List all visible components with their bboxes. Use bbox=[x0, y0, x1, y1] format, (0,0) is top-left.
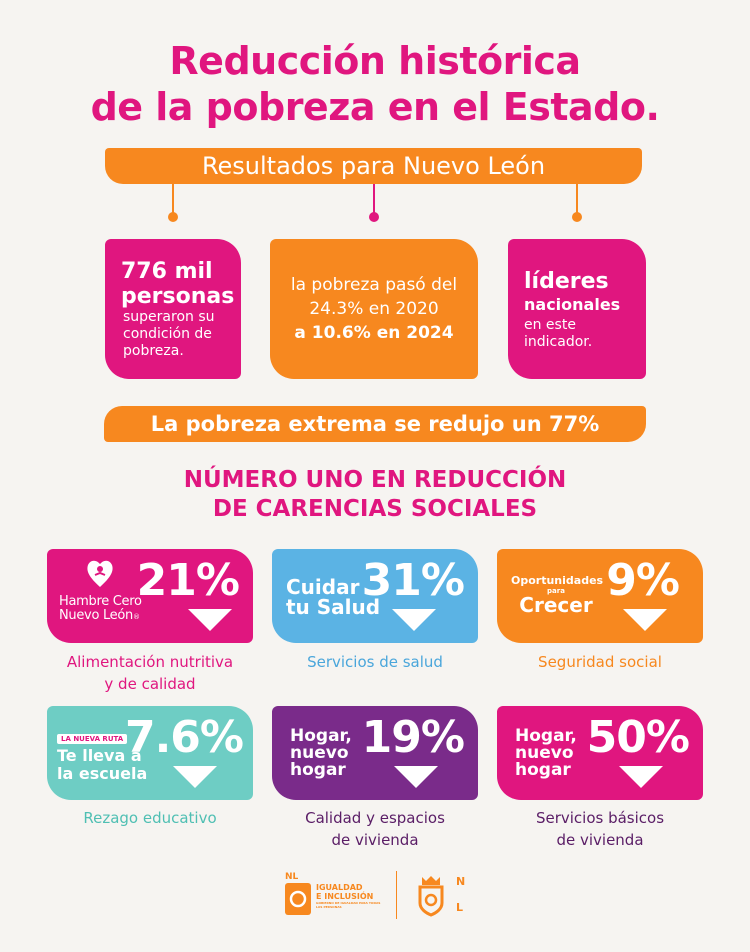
down-arrow-icon bbox=[394, 766, 438, 788]
indicator-value-housing-services: 50% bbox=[586, 712, 690, 763]
card2-line1: la pobreza pasó del bbox=[290, 275, 458, 295]
down-arrow-icon bbox=[392, 609, 436, 631]
logo1-mark: NL bbox=[285, 872, 299, 882]
label-housing-services-line1: Servicios básicos bbox=[535, 809, 665, 827]
indicator-label-social-security: Seguridad social bbox=[480, 651, 720, 673]
connector-right bbox=[576, 184, 578, 216]
stat-card-people: 776 mil personas superaron su condición … bbox=[105, 239, 241, 379]
indicator-label-health: Servicios de salud bbox=[255, 651, 495, 673]
program-hogar1-line2: nuevo bbox=[290, 743, 349, 763]
logo1-line1: IGUALDAD bbox=[316, 883, 363, 892]
nl-emblem-icon bbox=[418, 876, 444, 917]
section-subtitle: NÚMERO UNO EN REDUCCIÓN DE CARENCIAS SOC… bbox=[0, 466, 750, 524]
extreme-poverty-banner: La pobreza extrema se redujo un 77% bbox=[104, 406, 646, 442]
down-arrow-icon bbox=[623, 609, 667, 631]
nl-shield-icon bbox=[285, 883, 311, 915]
indicator-value-health: 31% bbox=[361, 555, 465, 606]
program-ruta-line3: la escuela bbox=[57, 764, 148, 783]
stat-card-poverty: la pobreza pasó del 24.3% en 2020 a 10.6… bbox=[270, 239, 478, 379]
indicator-card-food: Hambre Cero Nuevo León® 21% bbox=[47, 549, 253, 643]
label-food-line2: y de calidad bbox=[104, 675, 196, 693]
card3-line1: líderes bbox=[524, 269, 609, 294]
card3-line3: en este bbox=[524, 317, 576, 333]
logo1-line3: GOBIERNO DE IGUALDAD PARA TODAS LAS PERS… bbox=[316, 901, 381, 909]
connector-center bbox=[373, 184, 375, 216]
footer-divider bbox=[396, 871, 397, 919]
indicator-card-health: Cuidar tu Salud 31% bbox=[272, 549, 478, 643]
program-salud-line1: Cuidar bbox=[286, 575, 360, 599]
down-arrow-icon bbox=[173, 766, 217, 788]
subtitle-line-2: DE CARENCIAS SOCIALES bbox=[212, 496, 538, 522]
program-salud-line2: tu Salud bbox=[286, 595, 381, 619]
program-hogar1-line3: hogar bbox=[290, 760, 346, 780]
card1-line1: 776 mil bbox=[121, 259, 213, 284]
program-oportunidades-line2: para bbox=[547, 587, 565, 595]
card2-line2: 24.3% en 2020 bbox=[309, 299, 439, 319]
card3-line2: nacionales bbox=[524, 295, 621, 314]
card1-line4: condición de bbox=[123, 326, 212, 342]
indicator-card-housing-services: Hogar, nuevo hogar 50% bbox=[497, 706, 703, 800]
card1-line5: pobreza. bbox=[123, 343, 184, 359]
indicator-value-housing-quality: 19% bbox=[361, 712, 465, 763]
results-banner: Resultados para Nuevo León bbox=[105, 148, 642, 184]
program-hambre-mark: ® bbox=[132, 613, 140, 621]
program-hambre-line1: Hambre Cero bbox=[59, 594, 142, 609]
indicator-label-education: Rezago educativo bbox=[30, 807, 270, 829]
label-housing-quality-line1: Calidad y espacios bbox=[305, 809, 445, 827]
program-hogar2-line3: hogar bbox=[515, 760, 571, 780]
indicator-card-social-security: Oportunidades para Crecer 9% bbox=[497, 549, 703, 643]
card2-line3: a 10.6% en 2024 bbox=[294, 323, 454, 343]
subtitle-line-1: NÚMERO UNO EN REDUCCIÓN bbox=[183, 467, 567, 493]
title-line-1: Reducción histórica bbox=[169, 39, 581, 83]
indicator-label-housing-services: Servicios básicos de vivienda bbox=[480, 807, 720, 851]
card3-line4: indicador. bbox=[524, 334, 593, 350]
down-arrow-icon bbox=[188, 609, 232, 631]
nl-government-logo: N L bbox=[414, 873, 474, 919]
logo2-l: L bbox=[456, 901, 464, 914]
indicator-value-social-security: 9% bbox=[606, 555, 680, 606]
down-arrow-icon bbox=[619, 766, 663, 788]
connector-left bbox=[172, 184, 174, 216]
page-title: Reducción histórica de la pobreza en el … bbox=[0, 38, 750, 130]
title-line-2: de la pobreza en el Estado. bbox=[90, 85, 660, 129]
igualdad-inclusion-logo: NL IGUALDAD E INCLUSIÓN GOBIERNO DE IGUA… bbox=[283, 871, 383, 919]
logo1-line2: E INCLUSIÓN bbox=[316, 892, 374, 901]
program-oportunidades-line3: Crecer bbox=[519, 593, 593, 617]
logo2-n: N bbox=[456, 875, 466, 888]
connector-dot-right bbox=[572, 212, 582, 222]
connector-dot-left bbox=[168, 212, 178, 222]
program-hogar2-line1: Hogar, bbox=[515, 726, 577, 746]
indicator-value-food: 21% bbox=[136, 555, 240, 606]
card1-line2: personas bbox=[121, 284, 235, 309]
label-social-security-line1: Seguridad social bbox=[538, 653, 662, 671]
indicator-label-housing-quality: Calidad y espacios de vivienda bbox=[255, 807, 495, 851]
label-health-line1: Servicios de salud bbox=[307, 653, 443, 671]
label-housing-services-line2: de vivienda bbox=[556, 831, 644, 849]
stat-card-leaders: líderes nacionales en este indicador. bbox=[508, 239, 646, 379]
program-oportunidades-line1: Oportunidades bbox=[511, 574, 604, 587]
heart-person-icon bbox=[85, 555, 115, 593]
program-ruta-line2: Te lleva a bbox=[57, 746, 142, 765]
label-food-line1: Alimentación nutritiva bbox=[66, 653, 234, 671]
card1-line3: superaron su bbox=[123, 309, 215, 325]
program-hogar1-line1: Hogar, bbox=[290, 726, 352, 746]
program-ruta-line1: LA NUEVA RUTA bbox=[57, 734, 128, 744]
indicator-label-food: Alimentación nutritiva y de calidad bbox=[30, 651, 270, 695]
indicator-card-housing-quality: Hogar, nuevo hogar 19% bbox=[272, 706, 478, 800]
indicator-value-education: 7.6% bbox=[124, 712, 244, 763]
connector-dot-center bbox=[369, 212, 379, 222]
label-education-line1: Rezago educativo bbox=[83, 809, 217, 827]
program-hogar2-line2: nuevo bbox=[515, 743, 574, 763]
label-housing-quality-line2: de vivienda bbox=[331, 831, 419, 849]
program-hambre-line2: Nuevo León bbox=[59, 608, 133, 623]
indicator-card-education: LA NUEVA RUTA Te lleva a la escuela 7.6% bbox=[47, 706, 253, 800]
